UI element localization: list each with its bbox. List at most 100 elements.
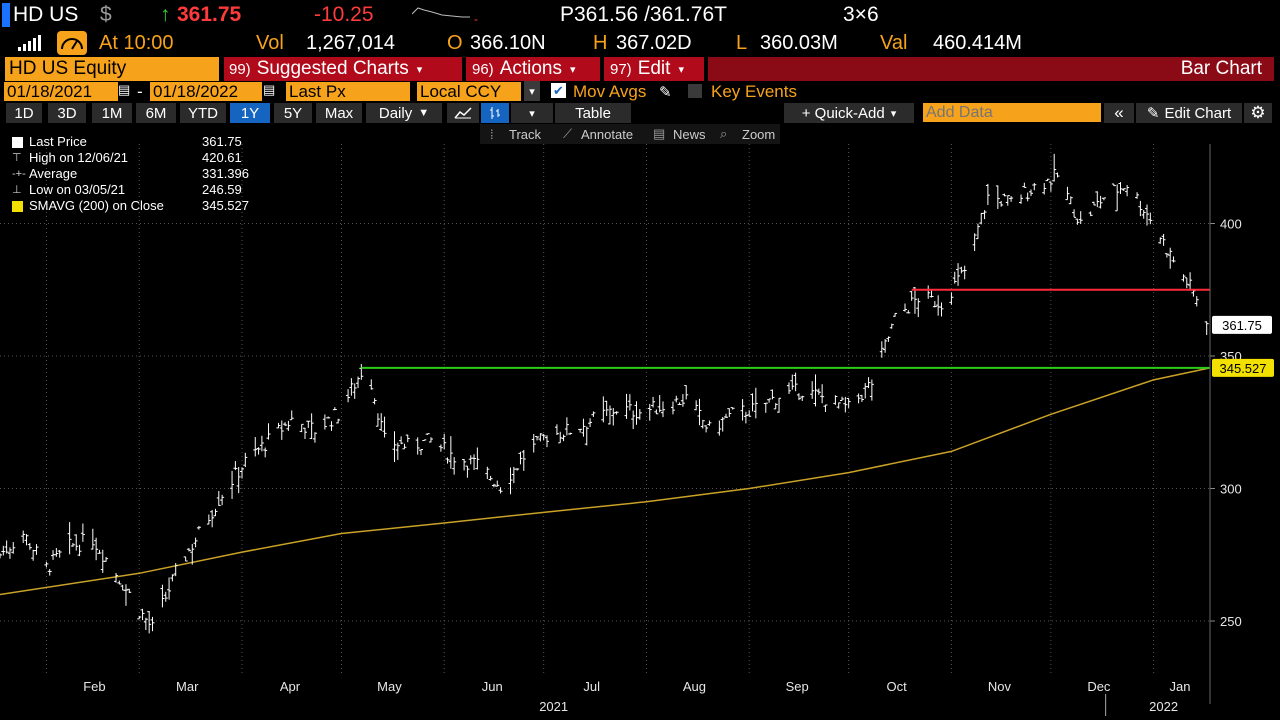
end-date-field[interactable]: 01/18/2022 [150, 82, 262, 101]
period-1y[interactable]: 1Y [230, 103, 270, 123]
x-tick-label: Jul [583, 679, 600, 694]
suggested-charts-menu[interactable]: 99) Suggested Charts ▾ [224, 57, 462, 81]
price-bars [0, 153, 1209, 634]
gear-icon[interactable]: ⚙ [1244, 103, 1272, 123]
last-price: 361.75 [177, 3, 242, 26]
actions-menu[interactable]: 96) Actions ▾ [466, 57, 600, 81]
field-select[interactable]: Last Px [286, 82, 410, 101]
average-marker-icon: -+- [12, 168, 26, 180]
x-tick-label: Feb [83, 679, 105, 694]
legend-sma: SMAVG (200) on Close 345.527 [12, 198, 262, 214]
period-label: 1Y [240, 104, 260, 122]
line-chart-icon[interactable] [447, 103, 479, 123]
track-icon: ⁞ [490, 126, 494, 142]
zoom-button[interactable]: Zoom [742, 126, 776, 142]
x-tick-label: Nov [988, 679, 1012, 694]
period-1m[interactable]: 1M [92, 103, 132, 123]
suggested-label: Suggested Charts [256, 58, 409, 79]
legend-value: 331.396 [202, 166, 249, 181]
calendar-icon[interactable]: ▤ [118, 82, 131, 97]
tools-strip [480, 124, 780, 144]
key-events-checkbox[interactable] [688, 84, 702, 98]
add-data-input[interactable] [923, 103, 1101, 122]
x-tick-label: Mar [176, 679, 199, 694]
sma-polyline [0, 367, 1211, 596]
sma-swatch [12, 200, 23, 212]
legend-value: 345.527 [202, 198, 249, 213]
start-date-field[interactable]: 01/18/2021 [4, 82, 118, 101]
legend-value: 246.59 [202, 182, 242, 197]
period-label: 1D [14, 104, 34, 122]
mov-avgs-checkbox[interactable]: ✔ [551, 83, 566, 98]
period-ytd[interactable]: YTD [180, 103, 226, 123]
currency-select[interactable]: Local CCY [417, 82, 521, 101]
chart-style-dropdown[interactable]: ▾ [511, 103, 553, 123]
time-label: At 10:00 [99, 31, 174, 54]
cursor-block [2, 3, 10, 27]
start-date: 01/18/2021 [7, 81, 93, 101]
bar-chart-icon[interactable] [481, 103, 509, 123]
track-button[interactable]: Track [509, 126, 542, 142]
quick-add-button[interactable]: + Quick-Add ▾ [784, 103, 914, 123]
level-lines [361, 288, 1210, 369]
currency-symbol: $ [100, 3, 112, 26]
period-3d[interactable]: 3D [48, 103, 86, 123]
period-max[interactable]: Max [316, 103, 362, 123]
table-button[interactable]: Table [555, 103, 631, 123]
gauge-icon[interactable] [57, 31, 87, 55]
period-5y[interactable]: 5Y [274, 103, 312, 123]
x-tick-label: Jun [482, 679, 503, 694]
sma-tag-label: 345.527 [1220, 361, 1267, 376]
pencil-icon[interactable]: ✎ [659, 83, 672, 101]
calendar-icon[interactable]: ▤ [263, 82, 276, 97]
table-label: Table [575, 104, 611, 122]
x-tick-label: Jan [1170, 679, 1191, 694]
annotate-icon: ⟋ [563, 126, 573, 141]
legend-value: 420.61 [202, 150, 242, 165]
low-marker-icon: ⊥ [12, 184, 22, 196]
y-tick-label: 400 [1220, 217, 1242, 232]
x-tick-label: Apr [280, 679, 301, 694]
last-price-tag [1212, 315, 1272, 334]
ticker[interactable]: HD US [13, 3, 79, 26]
chart-legend[interactable]: Last Price 361.75 ⊤ High on 12/06/21 420.… [12, 134, 262, 216]
legend-label: High on 12/06/21 [29, 150, 129, 165]
low-label: L [736, 31, 748, 54]
legend-low: ⊥ Low on 03/05/21 246.59 [12, 182, 262, 198]
y-tick-label: 300 [1220, 482, 1242, 497]
security-field[interactable]: HD US Equity [5, 57, 219, 81]
frequency-select[interactable]: Daily ▼ [366, 103, 442, 123]
legend-value: 361.75 [202, 134, 242, 149]
sparkline-icon [412, 7, 470, 18]
actions-label: Actions [499, 58, 562, 79]
low-value: 360.03M [760, 31, 838, 54]
x-year-label: 2022 [1149, 699, 1178, 714]
annotate-button[interactable]: Annotate [581, 126, 634, 142]
high-value: 367.02D [616, 31, 692, 54]
volume-label: Vol [256, 31, 284, 54]
news-button[interactable]: News [673, 126, 706, 142]
caret-down-icon: ▾ [890, 107, 897, 120]
quote-bar: HD US $ ↑ 361.75 -10.25 - P361.56 /361.7… [0, 0, 1280, 30]
open-value: 366.10N [470, 31, 546, 54]
legend-label: Low on 03/05/21 [29, 182, 126, 197]
period-label: YTD [188, 104, 218, 122]
edit-menu[interactable]: 97) Edit ▾ [604, 57, 704, 81]
caret-down-icon: ▾ [416, 63, 423, 76]
price-chart[interactable]: Feb Mar Apr May Jun Jul Aug Sep Oct Nov Dec Jan 2021… [0, 144, 1280, 720]
frequency-label: Daily [378, 104, 413, 122]
y-tick-label: 250 [1220, 614, 1242, 629]
currency-value: Local CCY [420, 81, 502, 101]
chart-tools: ⁞ Track ⟋ Annotate ▤ News ⌕ Zoom [0, 124, 1280, 144]
period-6m[interactable]: 6M [136, 103, 176, 123]
collapse-icon[interactable]: « [1104, 103, 1134, 123]
bid-ask-size: 3×6 [843, 3, 879, 26]
x-axis: Feb Mar Apr May Jun Jul Aug Sep Oct Nov Dec Jan 2021… [83, 679, 1190, 716]
edit-chart-button[interactable]: ✎ Edit Chart [1136, 103, 1242, 123]
period-1d[interactable]: 1D [6, 103, 42, 123]
dropdown-arrow-icon[interactable]: ▾ [524, 81, 540, 101]
quick-add-label: + Quick-Add [801, 104, 885, 122]
edit-chart-label: Edit Chart [1164, 104, 1232, 122]
zoom-icon: ⌕ [720, 126, 728, 141]
